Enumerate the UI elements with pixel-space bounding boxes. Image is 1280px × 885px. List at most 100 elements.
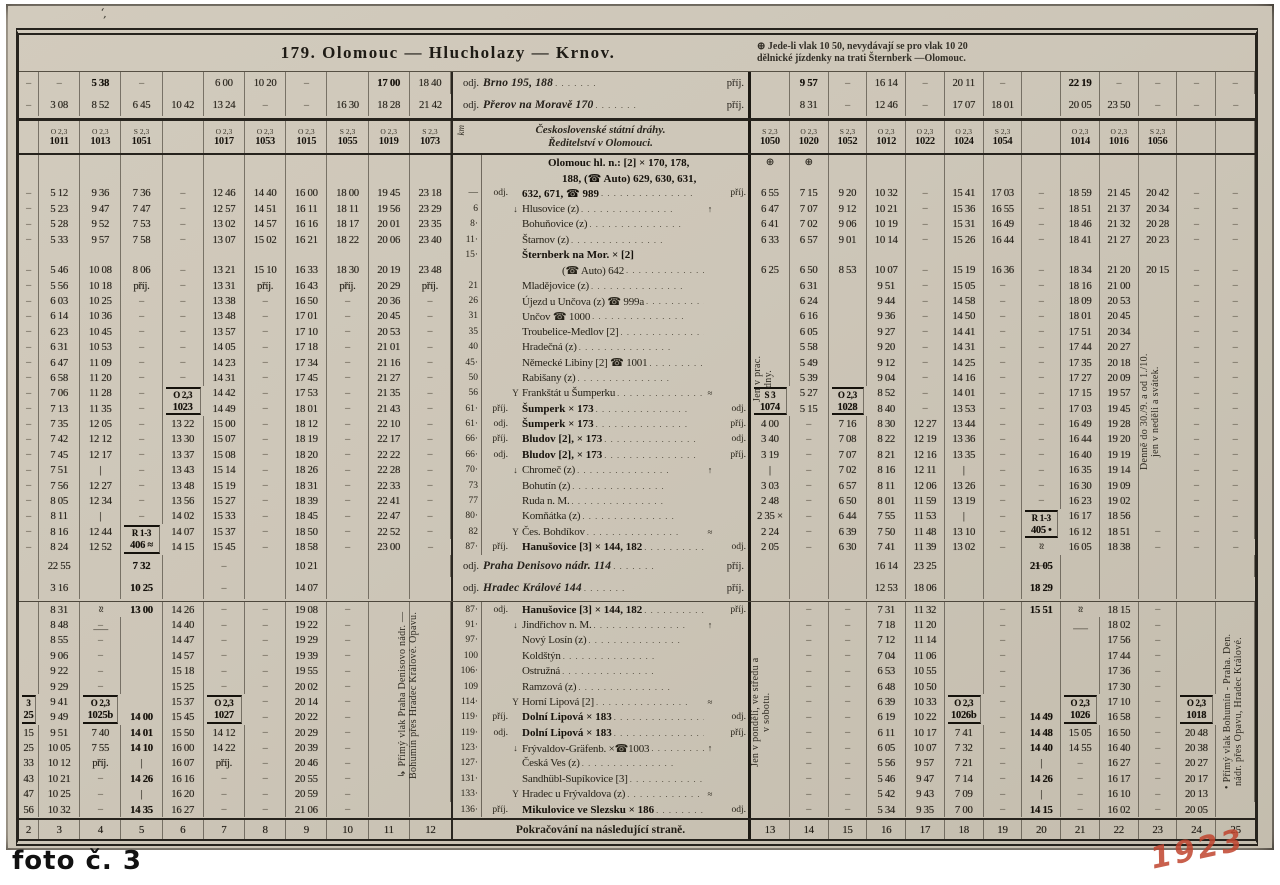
time-cell: 8 06 — [121, 262, 163, 278]
direction-arrow-icon: ≈ — [707, 526, 713, 537]
column-number: 11 — [369, 820, 410, 839]
dash-cell: – — [1022, 201, 1062, 217]
time-cell: 20 53 — [369, 324, 410, 340]
time-cell: 9 29 — [39, 678, 81, 695]
time-cell: 11 06 — [906, 648, 945, 664]
empty-cell — [121, 155, 163, 171]
time-cell: 7 04 — [867, 648, 907, 664]
dash-cell: – — [1139, 755, 1178, 772]
empty-cell — [1216, 740, 1255, 756]
dot-leader: . . . . . . . . . . . . . . . — [649, 357, 704, 368]
dash-cell: – — [410, 293, 451, 309]
empty-cell — [1022, 694, 1062, 710]
empty-cell — [867, 247, 907, 263]
time-cell: 10 18 — [80, 278, 122, 294]
empty-cell — [751, 94, 790, 116]
time-cell: 8 24 — [39, 539, 81, 555]
pass-through-mark: | — [121, 786, 163, 802]
dot-leader: . . . . . . . . . . . . . . . — [578, 681, 670, 692]
train-class-label: S 2,3 — [422, 127, 438, 136]
empty-cell — [751, 801, 790, 818]
train-class-cell: S 3 — [754, 386, 787, 401]
empty-cell — [751, 694, 790, 710]
dot-leader: . . . . . . . . . . . . . . . — [562, 666, 654, 677]
time-cell: příj. — [245, 278, 287, 294]
dash-cell: – — [829, 771, 868, 787]
time-cell: 6 44 — [829, 508, 868, 524]
time-cell: 17 56 — [1100, 632, 1139, 649]
station-name: Koldštýn — [522, 649, 561, 662]
time-cell: 9 57 — [906, 755, 945, 772]
dash-cell: – — [19, 185, 39, 202]
station-row: 66· odj. Bludov [2], × 173. . . . . . . . … — [453, 447, 748, 463]
time-cell: 8 16 — [39, 524, 81, 540]
dash-cell: – — [410, 324, 451, 340]
time-cell: 6 47 — [39, 354, 81, 371]
empty-cell — [410, 755, 451, 772]
note-direct-train-bohumin-praha: • Přímý vlak Bohumín - Praha. Den. nádr. … — [1222, 597, 1244, 825]
time-cell: 22 10 — [369, 416, 410, 432]
time-cell: 10 07 — [906, 740, 945, 756]
train-class-label: O 2,3 — [50, 127, 68, 136]
dash-cell: – — [1139, 648, 1178, 664]
time-cell: 16 30 — [327, 94, 369, 116]
dash-cell: – — [163, 324, 204, 340]
time-cell: 6 11 — [867, 725, 907, 741]
time-cell: 17 36 — [1100, 663, 1139, 679]
dash-cell: – — [327, 786, 369, 802]
empty-cell — [369, 694, 410, 710]
time-cell: 20 06 — [369, 231, 410, 248]
dot-leader: . . . . . . . . . . . . . . . — [613, 727, 704, 738]
track-glyph-icon: ↓ — [513, 620, 518, 631]
time-cell: 6 58 — [39, 370, 81, 386]
departure-label: příj. — [492, 403, 508, 414]
dash-cell: – — [245, 308, 287, 325]
time-cell: 10 14 — [867, 231, 907, 248]
dash-cell: – — [984, 324, 1023, 340]
train-number-cell: 1025b — [83, 709, 119, 724]
empty-cell — [1216, 663, 1255, 679]
empty-cell — [1139, 493, 1178, 509]
time-cell: 18 51 — [1061, 201, 1100, 217]
time-cell: 8 11 — [39, 508, 81, 524]
dash-cell: – — [245, 663, 287, 679]
dash-cell: – — [121, 431, 163, 448]
section1-right-times: ⊕ ⊕ 6 55 7 15 9 20 10 32–15 41 17 03–18 59 21 4… — [751, 155, 1255, 567]
dash-cell: – — [984, 539, 1023, 555]
train-class-label: O 2,3 — [297, 127, 315, 136]
time-cell: 16 40 — [1100, 740, 1139, 756]
empty-cell — [906, 247, 945, 263]
km-value: 131· — [453, 771, 482, 787]
dash-cell: – — [19, 416, 39, 432]
dash-cell: – — [829, 786, 868, 802]
time-cell: 20 55 — [286, 771, 328, 787]
station-name: Hlusovice (z) — [522, 202, 579, 215]
dash-cell: – — [1233, 541, 1238, 553]
time-cell: 22 19 — [1061, 72, 1100, 94]
dash-cell: – — [790, 462, 829, 478]
empty-cell — [39, 247, 81, 263]
dash-cell: – — [121, 416, 163, 432]
dash-cell: – — [1177, 416, 1217, 432]
time-cell: 22 22 — [369, 447, 410, 463]
dash-cell: – — [1177, 462, 1217, 478]
time-cell: 21 35 — [369, 385, 410, 401]
km-value: 35 — [453, 324, 482, 340]
km-value: 91· — [453, 617, 482, 633]
time-cell: 16 49 — [1061, 416, 1100, 432]
empty-cell — [163, 555, 204, 577]
train-column-header: O 2,3 1014 — [1061, 121, 1100, 153]
time-cell: 13 22 — [163, 416, 204, 432]
train-column-header: S 2,3 1054 — [984, 121, 1023, 153]
dash-cell: – — [1216, 462, 1255, 478]
dash-cell: – — [1022, 416, 1062, 432]
time-cell: 14 57 — [245, 216, 287, 232]
dash-cell: – — [790, 416, 829, 432]
time-cell: 7 13 — [39, 401, 81, 417]
time-cell: 14 49 — [204, 401, 245, 417]
scanned-photo: ʻ, 179. Olomouc — Hlucholazy — Krnov. ⊕ … — [6, 4, 1274, 850]
empty-cell — [790, 247, 829, 263]
time-cell: 12 11 — [906, 462, 945, 478]
time-cell: 14 01 — [121, 725, 163, 741]
empty-cell — [1022, 155, 1062, 171]
